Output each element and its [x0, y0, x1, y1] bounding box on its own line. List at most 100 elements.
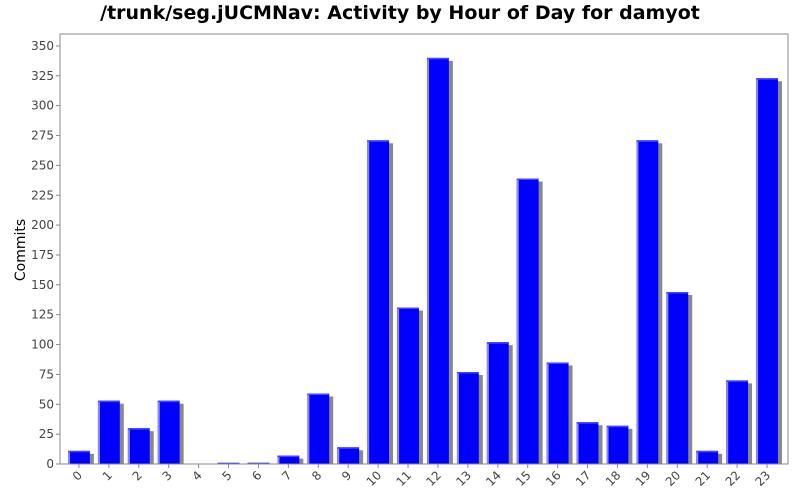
bar-highlight: [97, 400, 100, 464]
bar-top-edge: [68, 450, 90, 453]
bar-highlight: [157, 400, 160, 464]
x-tick-label: 0: [70, 468, 85, 483]
bar-hour-20: 20: 144: [666, 292, 689, 464]
bar-highlight: [666, 292, 669, 464]
bar-hour-8: 8: 59: [307, 393, 330, 464]
x-tick-label: 9: [339, 468, 354, 483]
bar-highlight: [68, 450, 71, 464]
bar-hour-18: 18: 32: [606, 425, 629, 464]
x-tick-label: 5: [219, 468, 234, 483]
bar-hour-9: 9: 14: [337, 447, 360, 464]
bar-highlight: [606, 425, 609, 464]
bars-layer: 0: 111: 532: 303: 534: 05: 16: 17: 78: 5…: [68, 57, 782, 465]
y-tick-label: 200: [31, 218, 54, 232]
bar-top-edge: [486, 342, 509, 344]
bar-top-edge: [516, 178, 539, 181]
y-tick-label: 25: [39, 427, 54, 441]
bar-hour-7: 7: 7: [277, 455, 300, 464]
y-tick-label: 175: [31, 248, 54, 262]
bar-hour-0: 0: 11: [68, 450, 90, 464]
bar-top-edge: [307, 393, 330, 396]
x-tick-label: 11: [393, 468, 414, 489]
chart-title: /trunk/seg.jUCMNav: Activity by Hour of …: [100, 2, 700, 24]
bar-highlight: [726, 380, 729, 464]
y-tick-label: 325: [31, 69, 54, 83]
x-tick-label: 14: [483, 468, 504, 489]
bar-top-edge: [157, 400, 180, 403]
bar-hour-16: 16: 85: [546, 362, 569, 464]
bar-highlight: [456, 372, 459, 464]
bar-top-edge: [546, 362, 569, 364]
bar-top-edge: [97, 400, 120, 403]
bar-highlight: [127, 428, 130, 464]
bar-top-edge: [696, 450, 719, 453]
bar-hour-22: 22: 70: [726, 380, 749, 464]
x-tick-label: 4: [189, 468, 204, 483]
y-tick-label: 350: [31, 39, 54, 53]
x-axis: 0 1 2 3 4 5 6 7 8 9 10 11 12 13 14 15 16 17 18 19 20 21 22 23: [64, 463, 782, 489]
bar-top-edge: [726, 380, 749, 382]
bar-hour-13: 13: 77: [456, 372, 479, 464]
x-tick-label: 6: [249, 468, 264, 483]
x-tick-label: 18: [603, 468, 624, 489]
bar-top-edge: [456, 372, 479, 374]
bar-hour-3: 3: 53: [157, 400, 180, 464]
bar-highlight: [367, 140, 370, 465]
x-tick-label: 22: [723, 468, 744, 489]
bar-highlight: [307, 393, 310, 464]
bar-highlight: [696, 450, 699, 464]
y-tick-label: 150: [31, 278, 54, 292]
y-tick-label: 225: [31, 188, 54, 202]
bar-top-edge: [636, 140, 659, 142]
x-tick-label: 15: [513, 468, 534, 489]
bar-hour-10: 10: 271: [367, 140, 390, 465]
bar-highlight: [397, 307, 400, 464]
bar-hour-1: 1: 53: [97, 400, 120, 464]
bar-hour-17: 17: 35: [576, 422, 599, 464]
bar-hour-19: 19: 271: [636, 140, 659, 465]
x-tick-label: 8: [309, 468, 324, 483]
y-axis-label: Commits: [13, 219, 29, 281]
bar-top-edge: [666, 292, 689, 294]
y-tick-label: 75: [39, 367, 54, 381]
x-tick-label: 12: [423, 468, 444, 489]
x-tick-label: 2: [130, 468, 145, 483]
y-tick-label: 50: [39, 397, 54, 411]
bar-hour-2: 2: 30: [127, 428, 150, 464]
x-tick-label: 10: [364, 468, 385, 489]
bar-highlight: [576, 422, 579, 464]
bar-top-edge: [756, 78, 778, 80]
bar-top-edge: [606, 425, 629, 428]
bar-hour-14: 14: 102: [486, 342, 509, 464]
y-axis: 0 25 50 75 100 125 150 175 200 225 250 275 300 325 350: [31, 34, 61, 471]
y-tick-label: 100: [31, 338, 54, 352]
bar-hour-23: 23: 323: [756, 78, 778, 464]
bar-highlight: [516, 178, 519, 464]
x-tick-label: 20: [663, 468, 684, 489]
bar-top-edge: [367, 140, 390, 142]
bar-highlight: [337, 447, 340, 464]
y-tick-label: 275: [31, 129, 54, 143]
bar-top-edge: [427, 57, 449, 60]
bar-highlight: [277, 455, 280, 464]
x-tick-label: 19: [633, 468, 654, 489]
bar-top-edge: [277, 455, 300, 458]
bar-top-edge: [127, 428, 150, 430]
x-tick-label: 13: [453, 468, 474, 489]
bar-top-edge: [576, 422, 599, 424]
x-tick-label: 7: [279, 468, 294, 483]
bar-hour-15: 15: 239: [516, 178, 539, 464]
y-tick-label: 300: [31, 99, 54, 113]
x-tick-label: 23: [752, 468, 773, 489]
bar-highlight: [486, 342, 489, 464]
bar-top-edge: [337, 447, 360, 449]
x-tick-label: 1: [100, 468, 115, 483]
bar-highlight: [756, 78, 759, 464]
x-tick-label: 16: [543, 468, 564, 489]
bar-top-edge: [397, 307, 419, 310]
y-tick-label: 125: [31, 308, 54, 322]
x-tick-label: 21: [693, 468, 714, 489]
bar-hour-11: 11: 131: [397, 307, 419, 464]
y-tick-label: 250: [31, 158, 54, 172]
